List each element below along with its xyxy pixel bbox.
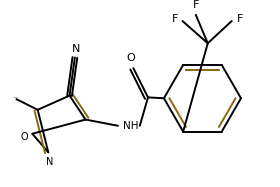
Text: F: F <box>236 14 243 24</box>
Text: F: F <box>171 14 178 24</box>
Text: O: O <box>126 53 135 63</box>
Text: F: F <box>193 0 199 10</box>
Text: O: O <box>21 132 29 142</box>
Text: NH: NH <box>123 121 138 131</box>
Text: N: N <box>72 44 80 54</box>
Text: N: N <box>46 157 53 167</box>
Text: methyl: methyl <box>14 97 18 98</box>
